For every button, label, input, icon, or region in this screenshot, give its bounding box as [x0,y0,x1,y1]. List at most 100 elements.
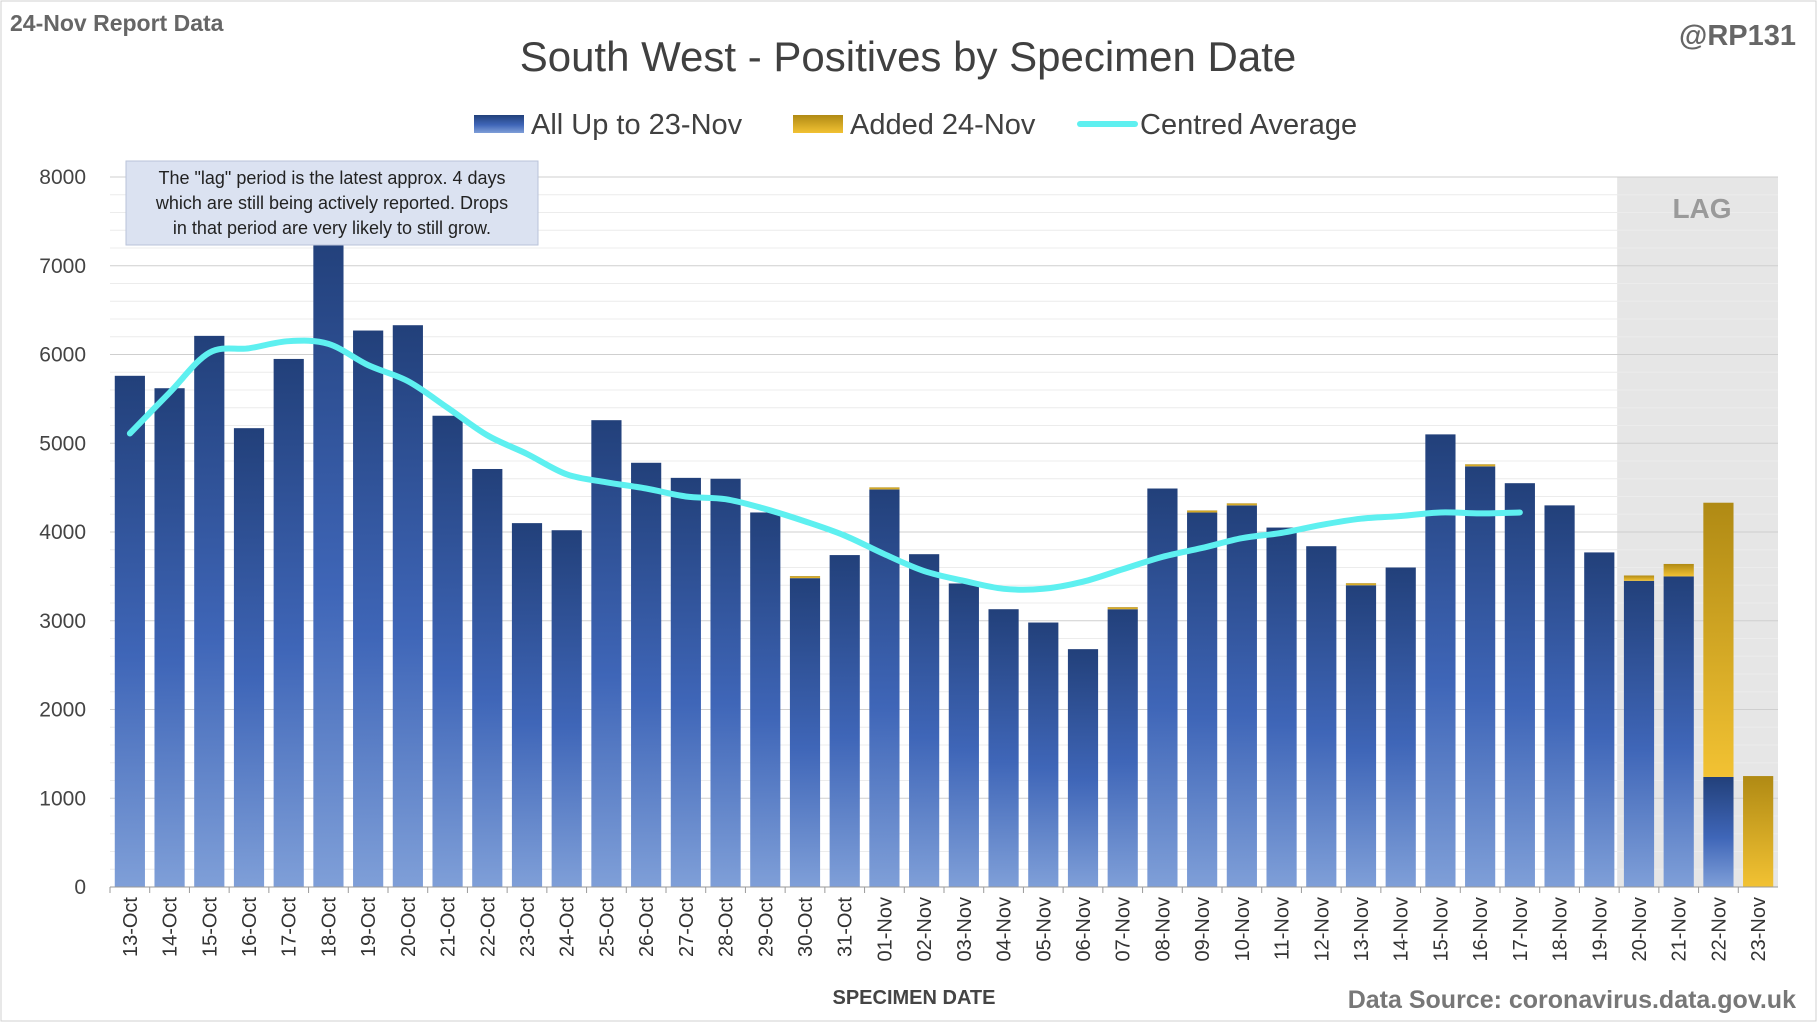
x-tick-label: 23-Oct [517,897,539,957]
x-tick-label: 05-Nov [1033,897,1055,961]
bar-base-12-Nov [1306,546,1337,887]
bar-added-09-Nov [1187,510,1218,513]
bar-base-18-Nov [1544,505,1575,887]
legend-label-added: Added 24-Nov [850,109,1036,141]
x-tick-label: 14-Nov [1391,897,1413,961]
y-tick-label: 7000 [39,255,86,278]
bar-base-04-Nov [988,609,1019,887]
bar-base-09-Nov [1187,512,1218,887]
bar-base-15-Nov [1425,434,1456,887]
legend-label-average: Centred Average [1140,109,1357,141]
x-tick-label: 02-Nov [914,897,936,961]
bar-added-21-Nov [1663,563,1694,577]
lag-label: LAG [1672,193,1731,224]
x-tick-label: 20-Nov [1629,897,1651,961]
y-tick-label: 5000 [39,432,86,455]
bar-base-29-Oct [750,512,781,887]
bar-base-03-Nov [948,583,979,887]
x-tick-label: 30-Oct [795,897,817,957]
bar-base-17-Oct [273,358,304,887]
data-source-label: Data Source: coronavirus.data.gov.uk [1348,986,1796,1014]
x-tick-label: 03-Nov [954,897,976,961]
bar-base-18-Oct [313,234,344,887]
bar-base-22-Oct [472,468,503,887]
bar-base-22-Nov [1703,776,1734,887]
x-tick-label: 19-Nov [1589,897,1611,961]
bar-base-17-Nov [1504,483,1535,887]
bar-base-25-Oct [591,420,622,887]
bar-base-16-Nov [1465,466,1496,887]
bar-base-02-Nov [909,554,940,887]
bar-base-19-Nov [1584,552,1615,887]
x-tick-label: 18-Nov [1550,897,1572,961]
bar-base-21-Nov [1663,576,1694,887]
bar-base-14-Oct [154,388,185,887]
bar-base-27-Oct [670,477,701,887]
x-tick-label: 21-Oct [438,897,460,957]
bar-base-19-Oct [353,330,384,888]
x-tick-label: 24-Oct [557,897,579,957]
bar-base-13-Nov [1345,585,1377,887]
y-tick-label: 2000 [39,699,86,722]
x-tick-label: 17-Nov [1510,897,1532,961]
y-tick-label: 0 [74,876,86,899]
x-tick-label: 09-Nov [1192,897,1214,961]
y-tick-label: 8000 [39,166,86,189]
bar-added-22-Nov [1703,502,1734,777]
lag-note-box [125,160,539,246]
bar-base-06-Nov [1067,649,1099,887]
x-tick-label: 14-Oct [160,897,182,957]
x-tick-label: 10-Nov [1232,897,1254,961]
bar-base-31-Oct [829,555,860,887]
bar-base-11-Nov [1266,527,1297,887]
x-tick-label: 22-Oct [477,897,499,957]
bar-base-08-Nov [1147,488,1178,887]
y-tick-label: 6000 [39,344,86,367]
bar-base-20-Nov [1623,580,1655,887]
legend-swatch-base [474,115,524,133]
bar-base-07-Nov [1107,609,1138,887]
x-tick-label: 28-Oct [716,897,738,957]
bar-base-15-Oct [194,335,225,887]
lag-note-line-1: The "lag" period is the latest approx. 4… [159,168,506,188]
bar-base-21-Oct [432,415,463,887]
x-tick-label: 27-Oct [676,897,698,957]
bar-base-24-Oct [551,530,582,887]
bar-base-30-Oct [789,578,821,887]
y-tick-label: 4000 [39,521,86,544]
bar-added-30-Oct [789,576,821,579]
bar-added-10-Nov [1226,503,1257,506]
x-tick-label: 22-Nov [1708,897,1730,961]
x-tick-label: 25-Oct [596,897,618,957]
bar-base-23-Oct [511,523,543,887]
legend-label-base: All Up to 23-Nov [531,109,743,141]
x-tick-label: 23-Nov [1748,897,1770,961]
bar-base-20-Oct [392,325,423,887]
report-label: 24-Nov Report Data [10,10,224,36]
x-tick-label: 17-Oct [279,897,301,957]
lag-note: The "lag" period is the latest approx. 4… [125,160,539,246]
x-tick-label: 29-Oct [755,897,777,957]
bar-added-23-Nov [1743,776,1774,887]
bar-base-13-Oct [114,375,145,887]
centred-average-line [126,337,1523,593]
x-tick-label: 15-Oct [199,897,221,957]
x-tick-label: 21-Nov [1669,897,1691,961]
x-axis-title: SPECIMEN DATE [833,987,996,1009]
x-tick-label: 16-Oct [239,897,261,957]
y-tick-label: 1000 [39,787,86,810]
bar-base-10-Nov [1226,505,1257,887]
bar-added-07-Nov [1107,607,1138,610]
x-tick-label: 16-Nov [1470,897,1492,961]
lag-note-line-2: which are still being actively reported.… [155,193,508,213]
x-tick-label: 18-Oct [318,897,340,957]
bar-added-01-Nov [869,487,900,490]
handle-label: @RP131 [1679,20,1796,52]
x-tick-label: 04-Nov [994,897,1016,961]
bar-base-16-Oct [233,428,265,887]
bar-added-20-Nov [1623,575,1655,581]
legend-swatch-added [793,115,843,133]
